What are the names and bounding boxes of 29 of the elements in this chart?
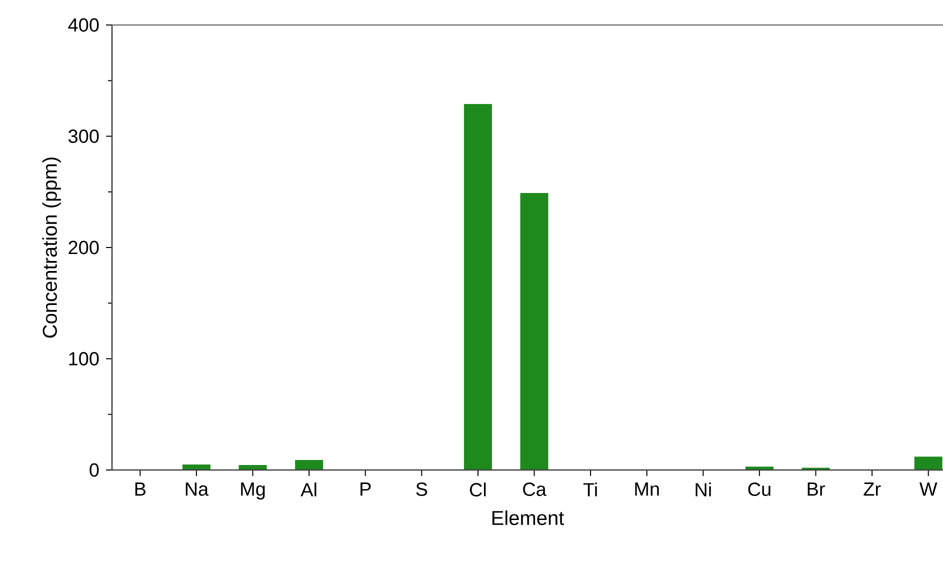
x-tick-label: Al bbox=[300, 482, 316, 496]
x-tick-label: Na bbox=[186, 482, 209, 496]
x-axis-title: Element bbox=[492, 510, 564, 526]
x-tick-label: Mg bbox=[241, 482, 265, 500]
x-tick-label: Cu bbox=[748, 482, 770, 496]
y-tick-label: 300 bbox=[68, 130, 99, 143]
x-tick-label: Mn bbox=[635, 482, 659, 496]
bar bbox=[238, 464, 267, 470]
x-tick-label: Ca bbox=[523, 482, 546, 496]
x-tick-label: Zr bbox=[864, 482, 881, 496]
x-tick-label: Ti bbox=[583, 482, 597, 496]
y-tick-label: 0 bbox=[90, 463, 99, 477]
x-tick-label: S bbox=[416, 482, 428, 496]
bar bbox=[295, 460, 324, 470]
x-tick-label: W bbox=[919, 482, 938, 496]
bar bbox=[745, 466, 774, 470]
x-tick-label: Cl bbox=[470, 482, 486, 496]
bar bbox=[464, 104, 492, 470]
y-tick-label: 200 bbox=[68, 240, 99, 254]
x-tick-label: B bbox=[135, 482, 146, 496]
bar bbox=[520, 192, 548, 470]
y-tick-label: 100 bbox=[69, 352, 99, 366]
bar bbox=[914, 456, 942, 470]
x-tick-label: Ni bbox=[696, 482, 711, 496]
bar bbox=[182, 464, 210, 470]
y-tick-label: 400 bbox=[68, 18, 99, 32]
x-tick-label: Br bbox=[808, 482, 825, 496]
x-tick-label: P bbox=[360, 482, 371, 496]
y-axis-title: Concentration (ppm) bbox=[42, 158, 61, 338]
